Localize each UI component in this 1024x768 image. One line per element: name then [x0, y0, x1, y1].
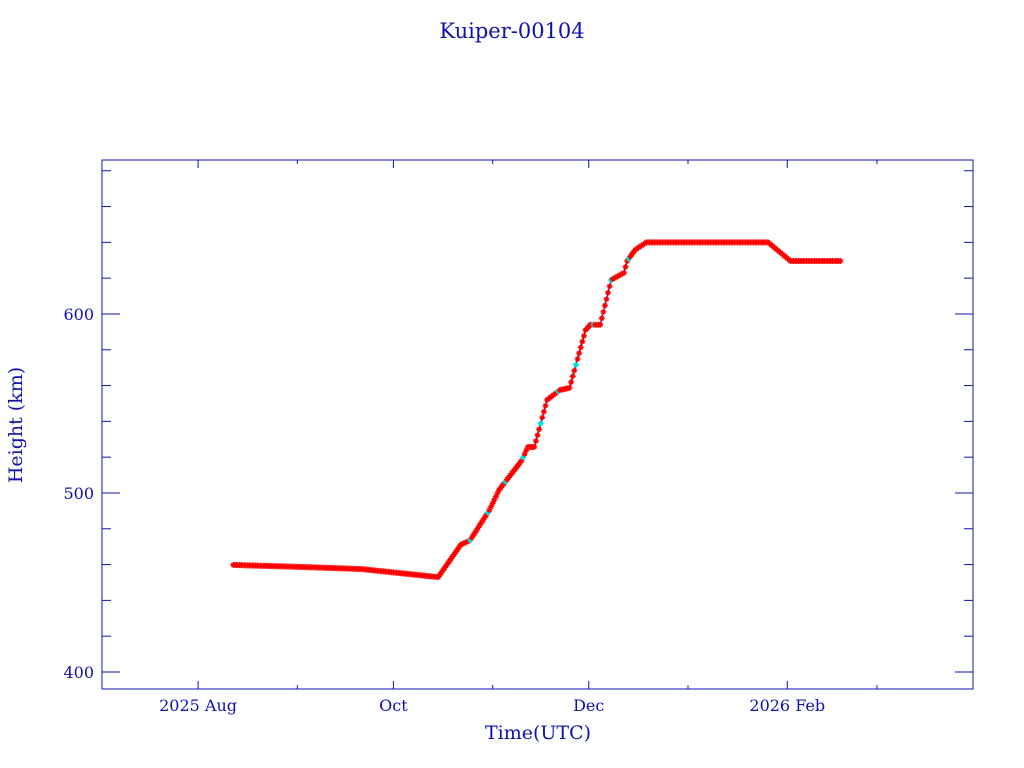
- data-point: [536, 426, 543, 433]
- data-point: [605, 289, 612, 296]
- data-point: [537, 420, 544, 427]
- y-tick-label: 600: [63, 305, 94, 324]
- data-point: [597, 321, 604, 328]
- data-point: [483, 511, 490, 518]
- data-point: [478, 519, 485, 526]
- x-tick-label: Oct: [379, 696, 408, 715]
- x-axis-label: Time(UTC): [485, 722, 591, 744]
- data-point: [470, 532, 477, 539]
- plot-frame: [101, 159, 974, 690]
- data-point: [473, 527, 480, 534]
- data-point: [577, 344, 584, 351]
- data-point: [620, 269, 627, 276]
- data-point: [531, 443, 538, 450]
- y-tick-label: 400: [63, 663, 94, 682]
- data-point: [598, 315, 605, 322]
- data-point: [576, 350, 583, 357]
- data-point: [523, 447, 530, 454]
- data-point: [622, 263, 629, 270]
- data-point: [521, 450, 528, 457]
- x-tick-label: Dec: [573, 696, 604, 715]
- data-point: [603, 296, 610, 303]
- data-point: [534, 432, 541, 439]
- data-point: [467, 537, 474, 544]
- data-point: [568, 379, 575, 386]
- data-point: [468, 534, 475, 541]
- data-point: [579, 338, 586, 345]
- data-point: [475, 524, 482, 531]
- y-tick-label: 500: [63, 484, 94, 503]
- data-point: [574, 355, 581, 362]
- data-point: [488, 503, 495, 510]
- data-point: [489, 500, 496, 507]
- data-point: [566, 384, 573, 391]
- data-point: [837, 257, 844, 264]
- chart-title: Kuiper-00104: [439, 19, 584, 43]
- data-point: [494, 490, 501, 497]
- data-point: [606, 283, 613, 290]
- data-point: [571, 367, 578, 374]
- data-point: [492, 493, 499, 500]
- data-point: [569, 373, 576, 380]
- data-point: [532, 438, 539, 445]
- data-point: [481, 514, 488, 521]
- data-point: [472, 529, 479, 536]
- series-line: [233, 241, 841, 578]
- data-point: [601, 302, 608, 309]
- data-point: [580, 332, 587, 339]
- x-tick-label: 2026 Feb: [749, 696, 825, 715]
- data-point: [491, 496, 498, 503]
- x-tick-label: 2025 Aug: [159, 696, 237, 715]
- data-point: [484, 509, 491, 516]
- data-point: [520, 454, 527, 461]
- data-point: [572, 361, 579, 368]
- y-axis-label: Height (km): [5, 367, 27, 483]
- data-point: [476, 522, 483, 529]
- data-point: [540, 408, 547, 415]
- data-point: [600, 308, 607, 315]
- data-point: [480, 517, 487, 524]
- data-point: [542, 402, 549, 409]
- data-point: [486, 506, 493, 513]
- data-point: [539, 414, 546, 421]
- data-point: [518, 457, 525, 464]
